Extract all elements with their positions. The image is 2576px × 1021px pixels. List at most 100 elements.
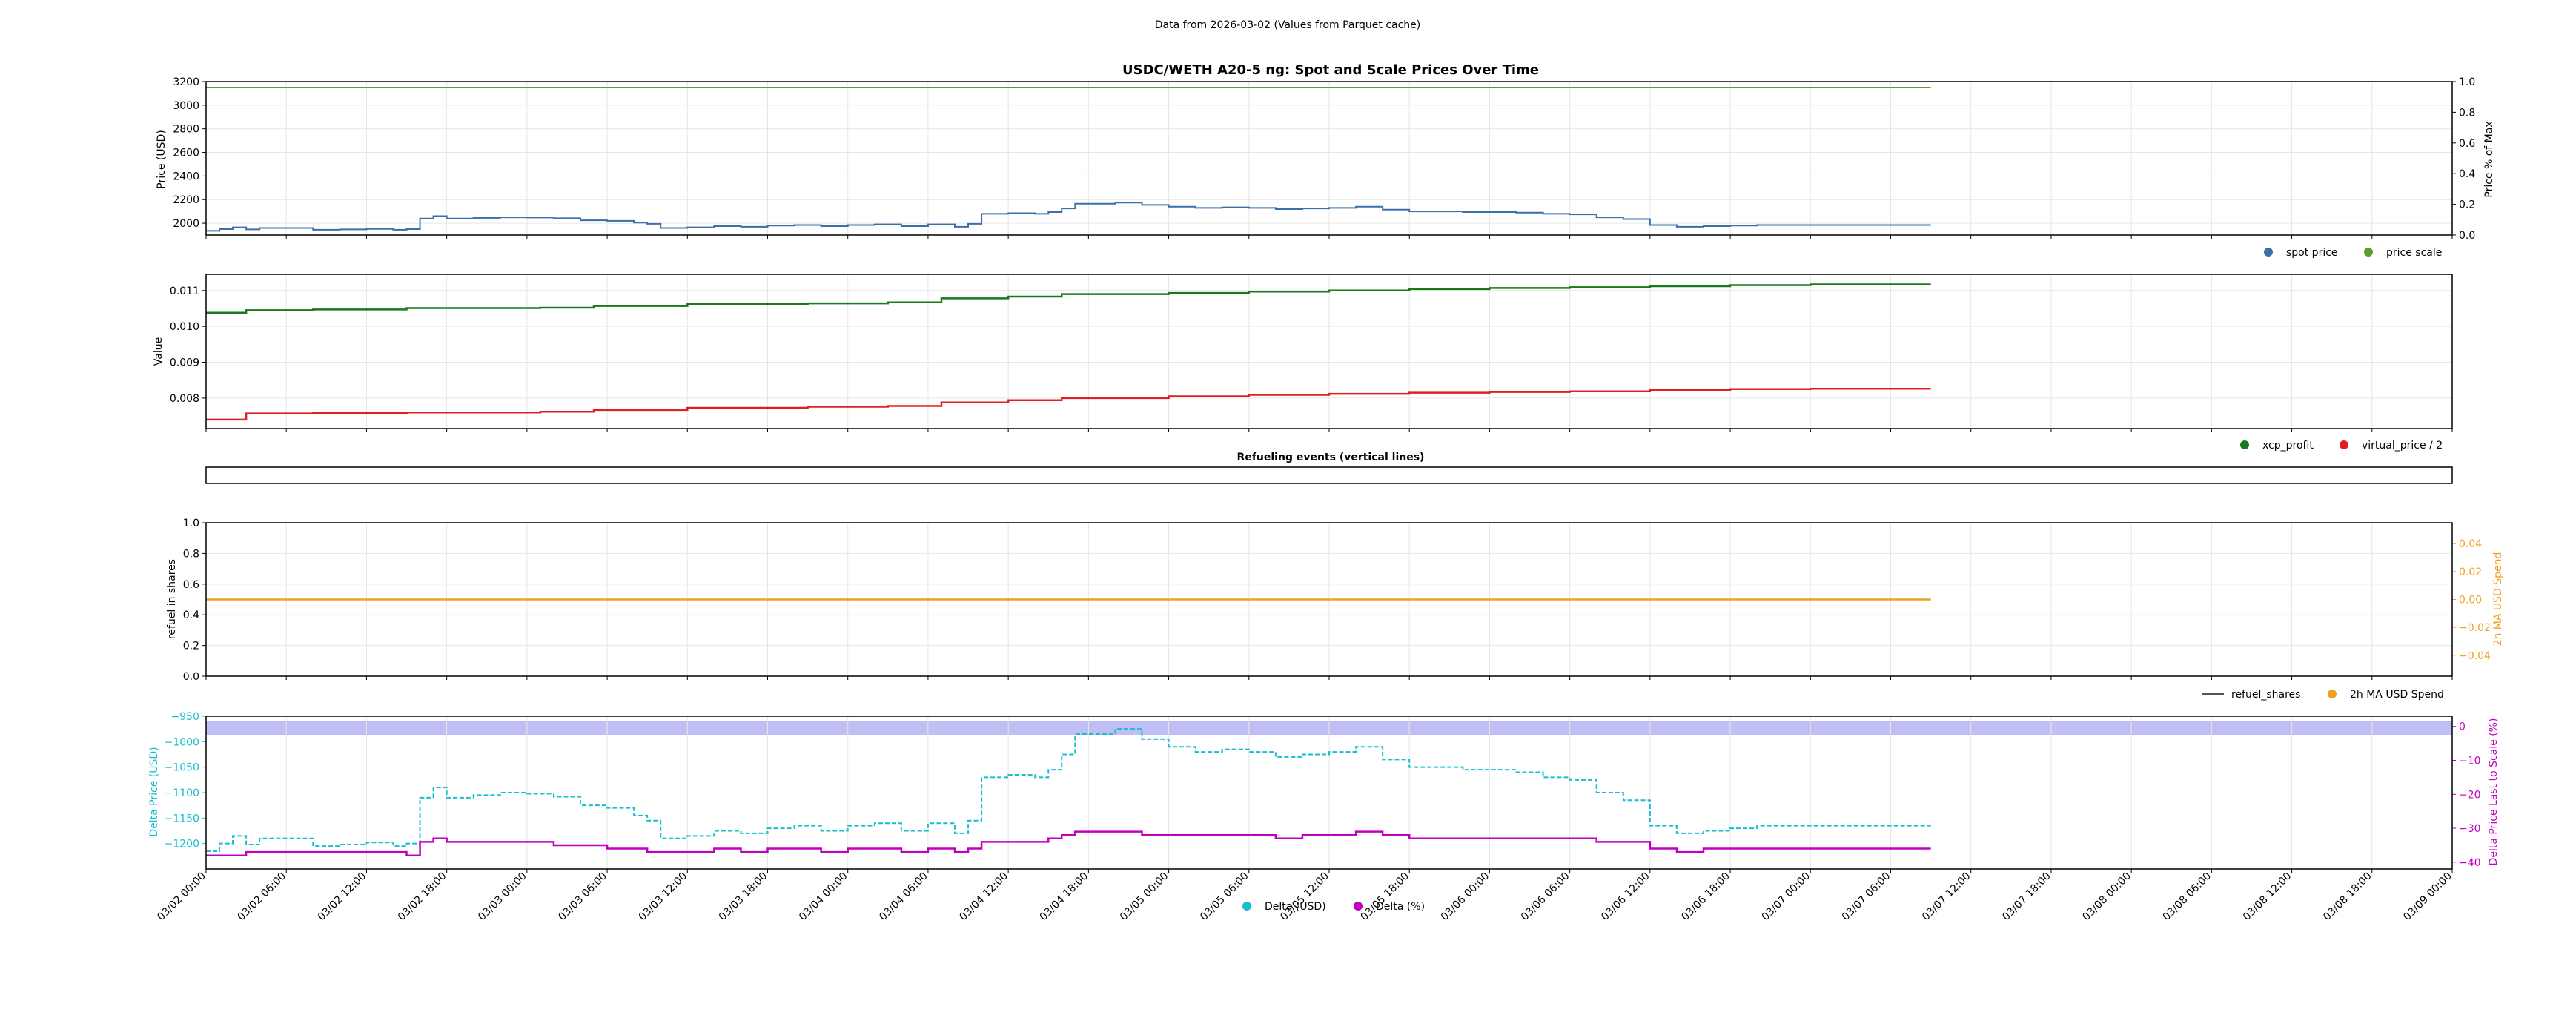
y-tick-label: 1.0: [183, 518, 199, 529]
x-tick-label: 03/07 06:00: [1840, 870, 1893, 924]
legend-label-xcp: xcp_profit: [2262, 440, 2314, 452]
x-tick-label: 03/08 12:00: [2241, 870, 2294, 924]
plot-frame: [205, 81, 2453, 236]
y-axis-label: Delta Price (USD): [148, 747, 160, 836]
y2-tick-label: 1.0: [2459, 76, 2475, 88]
y2-axis-label: Price % of Max: [2483, 121, 2495, 197]
y-tick-label: 2800: [173, 124, 199, 136]
grid: [205, 274, 2453, 432]
x-tick-label: 03/06 18:00: [1679, 870, 1732, 924]
x-tick-label: 03/06 12:00: [1599, 870, 1652, 924]
x-axis-ticks: 03/02 00:00 03/02 06:00 03/02 12:00 03/02 1…: [155, 870, 2454, 924]
y-tick-label: 0.009: [170, 357, 199, 369]
x-tick-label: 03/03 12:00: [637, 870, 690, 924]
y-axis-label: Value: [153, 337, 165, 366]
series-line-delta-pct: [206, 830, 1931, 856]
plot-frame: [205, 466, 2453, 484]
y-tick-label: 3200: [173, 76, 199, 88]
x-tick-label: 03/04 18:00: [1038, 870, 1091, 924]
legend-marker-usd-ma: [2328, 690, 2337, 698]
y-tick-label: 0.2: [183, 641, 199, 652]
x-tick-label: 03/07 00:00: [1760, 870, 1813, 924]
y-tick-label: 0.011: [170, 285, 199, 297]
refuel-events-title: Refueling events (vertical lines): [1237, 452, 1425, 463]
series-line-virtual-price: [206, 388, 1931, 421]
y-tick-label: 0.4: [183, 609, 199, 621]
x-tick-label: 03/08 06:00: [2161, 870, 2214, 924]
y2-axis-ticks: 0.0 0.2 0.4 0.6 0.8 1.0: [2452, 76, 2475, 242]
y2-tick-label: 0.2: [2459, 199, 2475, 211]
suptitle: Data from 2026-03-02 (Values from Parque…: [1155, 19, 1421, 31]
panel-profit-values: 0.008 0.009 0.010 0.011 Value xcp_profit vi…: [153, 274, 2453, 452]
legend: Delta (USD) Delta (%): [1242, 901, 1425, 913]
x-tick-label: 03/06 06:00: [1519, 870, 1572, 924]
series-line-delta-usd: [206, 728, 1931, 852]
legend-label-vprice: virtual_price / 2: [2362, 440, 2443, 452]
x-tick-label: 03/05 18:00: [1359, 870, 1412, 924]
chart-title: USDC/WETH A20-5 ng: Spot and Scale Price…: [1122, 62, 1539, 78]
y2-tick-label: 0: [2459, 721, 2466, 733]
x-tick-label: 03/04 06:00: [877, 870, 930, 924]
y2-tick-label: −20: [2459, 789, 2481, 801]
x-tick-label: 03/09 00:00: [2401, 870, 2454, 924]
x-tick-label: 03/06 00:00: [1439, 870, 1492, 924]
y-axis-ticks: 2000 2200 2400 2600 2800 3000 3200: [173, 76, 206, 230]
y-tick-label: −1150: [165, 813, 199, 825]
y-axis-label: Price (USD): [156, 130, 168, 188]
legend-marker-scale: [2364, 248, 2373, 257]
y-tick-label: −1000: [165, 736, 199, 748]
plot-lines: [206, 728, 1931, 856]
legend-marker-vprice: [2340, 440, 2348, 449]
x-tick-label: 03/02 12:00: [316, 870, 369, 924]
y-tick-label: 2000: [173, 218, 199, 230]
series-line-spot-price: [206, 202, 1931, 232]
series-line-xcp-profit: [206, 283, 1931, 314]
x-tick-label: 03/04 12:00: [957, 870, 1010, 924]
y2-tick-label: 0.02: [2459, 566, 2482, 578]
y2-tick-label: 0.6: [2459, 138, 2475, 150]
grid: [205, 81, 2453, 239]
y2-tick-label: 0.0: [2459, 230, 2475, 242]
y-axis-ticks: 0.008 0.009 0.010 0.011: [170, 285, 206, 405]
x-tick-label: 03/05 12:00: [1278, 870, 1331, 924]
legend: spot price price scale: [2264, 247, 2442, 259]
legend-label-spot: spot price: [2286, 247, 2338, 259]
panel-delta-prices: −950 −1000 −1050 −1100 −1150 −1200 0 −10 −20 −30…: [148, 711, 2500, 913]
x-tick-label: 03/03 18:00: [717, 870, 770, 924]
y-axis-ticks: 0.0 0.2 0.4 0.6 0.8 1.0: [183, 518, 206, 683]
legend-marker-spot: [2264, 248, 2273, 257]
y-tick-label: 0.008: [170, 393, 199, 405]
legend-marker-xcp: [2240, 440, 2249, 449]
plot-lines: [206, 86, 1931, 232]
legend-marker-delta-usd: [1242, 902, 1251, 911]
x-tick-label: 03/04 00:00: [797, 870, 850, 924]
y-axis-ticks: −950 −1000 −1050 −1100 −1150 −1200: [165, 711, 206, 850]
plot-frame: [205, 716, 2453, 870]
y-tick-label: −950: [171, 711, 199, 723]
x-tick-label: 03/08 00:00: [2080, 870, 2133, 924]
x-tick-label: 03/02 18:00: [396, 870, 449, 924]
y2-tick-label: −0.04: [2459, 650, 2491, 662]
y-tick-label: 3000: [173, 100, 199, 112]
x-tick-label: 03/07 12:00: [1920, 870, 1973, 924]
x-tick-label: 03/08 18:00: [2321, 870, 2374, 924]
legend-label-usd-ma: 2h MA USD Spend: [2350, 689, 2444, 701]
legend-label-refuel: refuel_shares: [2231, 689, 2300, 701]
legend-label-scale: price scale: [2386, 247, 2442, 259]
legend: refuel_shares 2h MA USD Spend: [2202, 689, 2444, 701]
y2-tick-label: 0.00: [2459, 595, 2482, 607]
legend-marker-delta-pct: [1354, 902, 1363, 911]
y-tick-label: −1050: [165, 762, 199, 774]
x-tick-label: 03/05 06:00: [1198, 870, 1251, 924]
y2-axis-label: Delta Price Last to Scale (%): [2488, 718, 2500, 866]
y2-tick-label: 0.04: [2459, 538, 2482, 550]
y2-axis-ticks: 0 −10 −20 −30 −40: [2452, 721, 2481, 869]
y-tick-label: −1200: [165, 839, 199, 850]
x-tick-label: 03/02 06:00: [236, 870, 289, 924]
y-tick-label: −1100: [165, 787, 199, 799]
y2-tick-label: 0.4: [2459, 168, 2475, 180]
y2-tick-label: −10: [2459, 756, 2481, 767]
y-tick-label: 2200: [173, 194, 199, 206]
y2-tick-label: 0.8: [2459, 107, 2475, 119]
